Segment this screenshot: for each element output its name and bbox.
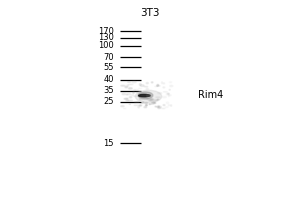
Ellipse shape: [158, 107, 160, 109]
Ellipse shape: [157, 85, 159, 86]
Ellipse shape: [163, 87, 165, 88]
Ellipse shape: [140, 85, 144, 86]
Ellipse shape: [152, 103, 154, 104]
Ellipse shape: [135, 90, 162, 103]
Ellipse shape: [158, 106, 160, 107]
Text: 55: 55: [103, 62, 114, 72]
Ellipse shape: [145, 105, 147, 107]
Ellipse shape: [138, 106, 140, 108]
Ellipse shape: [139, 97, 141, 99]
Ellipse shape: [126, 100, 129, 101]
Ellipse shape: [122, 94, 125, 95]
Ellipse shape: [122, 93, 126, 95]
Ellipse shape: [167, 93, 169, 94]
Ellipse shape: [129, 96, 132, 98]
Ellipse shape: [138, 92, 153, 99]
Ellipse shape: [146, 82, 148, 84]
Ellipse shape: [127, 93, 131, 95]
Text: 15: 15: [103, 138, 114, 148]
Text: 35: 35: [103, 86, 114, 95]
Ellipse shape: [171, 105, 172, 106]
Ellipse shape: [162, 96, 167, 98]
Ellipse shape: [157, 99, 159, 100]
Ellipse shape: [139, 84, 141, 85]
Ellipse shape: [140, 93, 144, 95]
Text: 40: 40: [103, 75, 114, 84]
Ellipse shape: [139, 88, 142, 89]
Ellipse shape: [153, 99, 156, 101]
Ellipse shape: [151, 82, 153, 83]
Ellipse shape: [168, 104, 170, 106]
Ellipse shape: [126, 94, 128, 95]
Ellipse shape: [143, 98, 146, 99]
Ellipse shape: [121, 85, 125, 86]
Ellipse shape: [161, 82, 163, 84]
Ellipse shape: [148, 94, 150, 95]
Ellipse shape: [163, 105, 165, 106]
Ellipse shape: [155, 86, 157, 87]
Ellipse shape: [145, 96, 146, 97]
Ellipse shape: [121, 106, 124, 107]
Ellipse shape: [146, 104, 148, 105]
Ellipse shape: [133, 89, 135, 91]
Ellipse shape: [127, 85, 129, 86]
Ellipse shape: [135, 89, 138, 91]
Text: 3T3: 3T3: [140, 8, 160, 18]
Text: 70: 70: [103, 52, 114, 62]
Ellipse shape: [125, 86, 128, 88]
Text: 170: 170: [98, 26, 114, 36]
Ellipse shape: [155, 106, 156, 107]
Ellipse shape: [125, 98, 127, 99]
Ellipse shape: [156, 97, 160, 98]
Ellipse shape: [134, 102, 136, 103]
Ellipse shape: [162, 108, 165, 109]
Ellipse shape: [146, 95, 150, 97]
Ellipse shape: [150, 99, 153, 100]
Ellipse shape: [127, 98, 129, 99]
Ellipse shape: [139, 105, 142, 106]
Ellipse shape: [132, 81, 136, 83]
Ellipse shape: [142, 103, 144, 104]
Ellipse shape: [144, 106, 147, 108]
Ellipse shape: [129, 84, 133, 85]
Ellipse shape: [168, 94, 171, 96]
Ellipse shape: [169, 89, 170, 90]
Ellipse shape: [140, 99, 142, 100]
Ellipse shape: [124, 98, 128, 99]
Ellipse shape: [170, 85, 173, 87]
Text: Rim4: Rim4: [198, 90, 223, 100]
Text: 25: 25: [103, 98, 114, 106]
Ellipse shape: [131, 95, 134, 96]
Ellipse shape: [128, 88, 132, 89]
Ellipse shape: [134, 96, 138, 97]
Ellipse shape: [146, 88, 148, 90]
Ellipse shape: [145, 103, 148, 104]
Ellipse shape: [134, 105, 138, 106]
Ellipse shape: [154, 103, 156, 104]
Ellipse shape: [163, 83, 165, 84]
Ellipse shape: [144, 86, 148, 87]
Ellipse shape: [142, 96, 145, 98]
Ellipse shape: [124, 108, 126, 109]
Ellipse shape: [150, 100, 152, 101]
Ellipse shape: [137, 91, 141, 93]
Ellipse shape: [146, 95, 151, 96]
Ellipse shape: [149, 104, 150, 105]
Ellipse shape: [157, 84, 159, 86]
Text: 130: 130: [98, 33, 114, 43]
Ellipse shape: [149, 100, 152, 101]
Ellipse shape: [142, 102, 144, 103]
Ellipse shape: [139, 94, 149, 97]
Ellipse shape: [153, 100, 156, 102]
Ellipse shape: [133, 92, 134, 94]
Text: 100: 100: [98, 42, 114, 50]
Ellipse shape: [158, 92, 162, 94]
Ellipse shape: [128, 100, 132, 101]
Ellipse shape: [158, 106, 161, 108]
